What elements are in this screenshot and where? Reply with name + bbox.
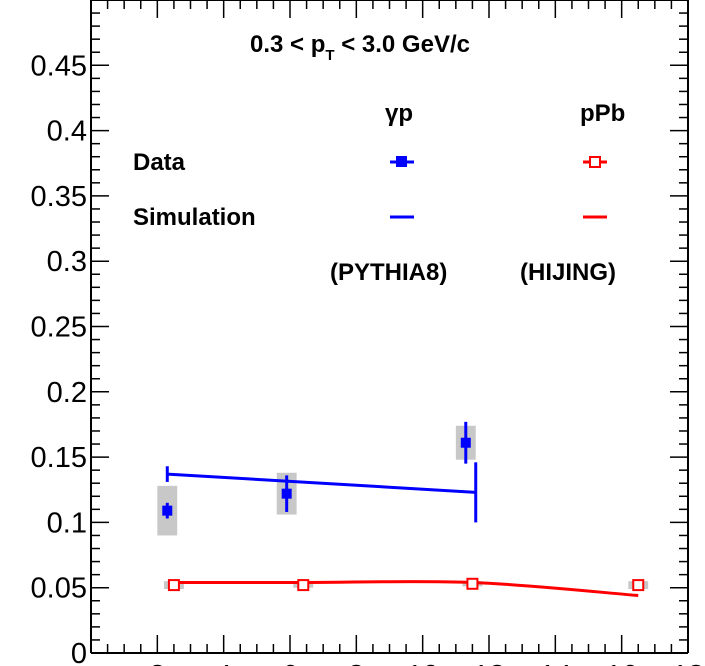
simulation-line-gammap: [167, 472, 476, 494]
frame: [90, 0, 689, 654]
y-tick-label: 0.3: [47, 246, 87, 278]
data-point-ppb: [297, 579, 310, 592]
legend-hijing: (HIJING): [520, 259, 616, 286]
legend-col-gammap: γp: [385, 100, 413, 127]
data-point-gammap: [162, 505, 173, 516]
x-tick-label: 18: [672, 660, 704, 666]
data-layer: [162, 421, 645, 592]
kinematic-range-label: 0.3 < pT < 3.0 GeV/c: [250, 31, 470, 64]
y-tick-label: 0.35: [31, 181, 87, 213]
y-tick-label: 0.2: [47, 377, 87, 409]
x-tick-label: 10: [407, 660, 439, 666]
simulation-layer: [165, 462, 639, 598]
data-point-gammap: [460, 437, 471, 448]
y-tick-label: 0.4: [47, 116, 87, 148]
x-tick-label: 6: [282, 660, 298, 666]
x-axis: 2 4 6 8 10 12 14 16 18: [90, 0, 704, 666]
legend-row-data: Data: [133, 149, 186, 176]
y-tick-label: 0.05: [31, 573, 87, 605]
legend-col-ppb: pPb: [580, 100, 625, 127]
y-tick-label: 0.25: [31, 312, 87, 344]
y-tick-label: 0.45: [31, 50, 87, 82]
data-point-ppb: [632, 579, 645, 592]
x-tick-label: 14: [539, 660, 571, 666]
y-tick-label: 0.1: [47, 507, 87, 539]
y-tick-label: 0.15: [31, 442, 87, 474]
pt-subscript: T: [325, 47, 334, 64]
simulation-curve-ppb: [173, 580, 639, 598]
y-axis: 0 0.05 0.1 0.15 0.2 0.25 0.3 0.35 0.4 0.45: [31, 0, 688, 666]
x-tick-label: 4: [216, 660, 232, 666]
data-point-ppb: [167, 579, 180, 592]
x-tick-label: 2: [149, 660, 165, 666]
legend-marker-gammap-data: [390, 156, 414, 167]
y-tick-label: 0: [71, 638, 87, 666]
legend-row-simulation: Simulation: [133, 204, 256, 231]
sys-boxes-layer: [157, 425, 649, 590]
legend-pythia8: (PYTHIA8): [330, 259, 447, 286]
x-tick-label: 8: [348, 660, 364, 666]
data-point-gammap: [281, 488, 292, 499]
data-point-ppb: [466, 577, 479, 590]
legend-marker-ppb-data: [583, 156, 607, 168]
x-tick-label: 12: [473, 660, 505, 666]
x-tick-label: 16: [606, 660, 638, 666]
